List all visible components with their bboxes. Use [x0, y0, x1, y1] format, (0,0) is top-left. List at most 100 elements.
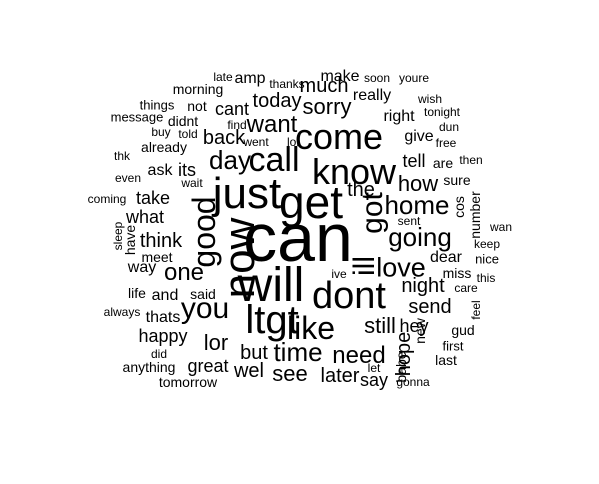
cloud-word: always	[103, 305, 141, 319]
cloud-word: let	[367, 361, 381, 375]
cloud-word: call	[248, 141, 300, 179]
cloud-word: make	[320, 68, 360, 85]
cloud-word: lor	[203, 330, 229, 355]
cloud-word: what	[125, 207, 165, 227]
cloud-word: didnt	[167, 113, 199, 129]
cloud-word: new	[412, 318, 428, 344]
cloud-word: late	[213, 70, 233, 84]
cloud-word: the	[347, 179, 375, 201]
cloud-word: ask	[147, 162, 173, 179]
cloud-word: great	[187, 356, 229, 376]
cloud-word: time	[273, 337, 323, 367]
cloud-word: last	[435, 352, 457, 368]
cloud-word: happy	[138, 326, 188, 346]
cloud-word: back	[202, 127, 246, 149]
cloud-word: ive	[331, 267, 347, 281]
cloud-word: day	[209, 145, 251, 175]
cloud-word: sorry	[302, 94, 352, 119]
cloud-word: thats	[145, 309, 181, 326]
cloud-word: already	[141, 139, 187, 155]
cloud-word: cant	[214, 99, 250, 119]
cloud-word: way	[127, 259, 157, 276]
cloud-word: know	[311, 151, 397, 192]
cloud-word: coming	[87, 192, 127, 206]
cloud-word: sent	[397, 214, 421, 228]
cloud-word: how	[397, 171, 439, 196]
cloud-word: anything	[122, 359, 176, 375]
cloud-word: night	[401, 275, 445, 297]
cloud-word: want	[246, 111, 298, 138]
cloud-word: take	[135, 188, 171, 208]
cloud-word: one	[163, 259, 205, 286]
cloud-word: get	[279, 176, 343, 228]
cloud-word: tomorrow	[158, 374, 218, 390]
cloud-word: see	[272, 361, 308, 386]
cloud-word: buy	[151, 125, 171, 139]
cloud-word: sleep	[111, 221, 125, 251]
cloud-word: sure	[443, 172, 471, 188]
cloud-word: its	[178, 160, 196, 180]
cloud-word: message	[110, 109, 164, 125]
cloud-word: lol	[286, 135, 300, 149]
cloud-word: tonight	[423, 105, 461, 119]
cloud-word: you	[180, 292, 230, 325]
cloud-word: youre	[398, 71, 430, 85]
cloud-word: life	[128, 285, 146, 301]
cloud-word: good	[186, 196, 222, 268]
cloud-word: say	[359, 370, 389, 390]
cloud-word: thk	[113, 149, 131, 163]
cloud-word: right	[383, 108, 415, 125]
cloud-word: soon	[363, 71, 391, 85]
cloud-word: are	[432, 155, 454, 171]
cloud-word: this	[476, 271, 496, 285]
cloud-word: even	[114, 171, 142, 185]
cloud-word: miss	[442, 265, 472, 281]
cloud-word: nice	[475, 251, 499, 267]
cloud-word: dont	[312, 275, 386, 317]
cloud-word: give	[404, 128, 434, 145]
cloud-word: morning	[172, 81, 224, 97]
cloud-word: said	[190, 286, 216, 302]
cloud-word: told	[178, 127, 198, 141]
cloud-word: think	[139, 230, 183, 252]
cloud-word: hey	[399, 316, 429, 336]
cloud-word: much	[299, 75, 349, 97]
cloud-word: can	[243, 200, 353, 276]
cloud-word: but	[240, 342, 268, 364]
cloud-word: then	[459, 153, 483, 167]
cloud-word: cos	[451, 196, 467, 218]
cloud-word: send	[408, 296, 452, 318]
cloud-word: wel	[233, 360, 265, 382]
cloud-word: wait	[181, 176, 203, 190]
cloud-word: dear	[429, 249, 463, 266]
cloud-word: went	[243, 135, 269, 149]
cloud-word: keep	[473, 237, 501, 251]
cloud-word: thanks	[269, 77, 305, 91]
cloud-word: dun	[438, 120, 460, 134]
cloud-word: really	[352, 87, 392, 104]
cloud-word: first	[442, 338, 464, 354]
cloud-word: like	[286, 310, 336, 346]
cloud-word: gud	[451, 322, 475, 338]
cloud-word: not	[187, 98, 207, 114]
cloud-word: ltgt	[245, 298, 299, 342]
cloud-word: feel	[469, 300, 483, 320]
cloud-word: number	[467, 191, 483, 239]
cloud-word: care	[454, 281, 478, 295]
cloud-word: wish	[417, 92, 443, 106]
cloud-word: gonna	[396, 375, 430, 389]
cloud-word: things	[139, 97, 175, 113]
cloud-word: come	[294, 116, 384, 157]
cloud-word: home	[384, 190, 450, 220]
cloud-word: wan	[489, 220, 513, 234]
cloud-word: amp	[234, 70, 266, 87]
cloud-word: just	[212, 169, 282, 218]
cloud-word: later	[320, 365, 360, 387]
cloud-word: meet	[141, 249, 173, 265]
cloud-word: tell	[402, 151, 426, 171]
cloud-word: will	[237, 259, 305, 312]
cloud-word: love	[376, 252, 426, 283]
cloud-word: have	[122, 224, 138, 256]
cloud-word: did	[150, 347, 168, 361]
